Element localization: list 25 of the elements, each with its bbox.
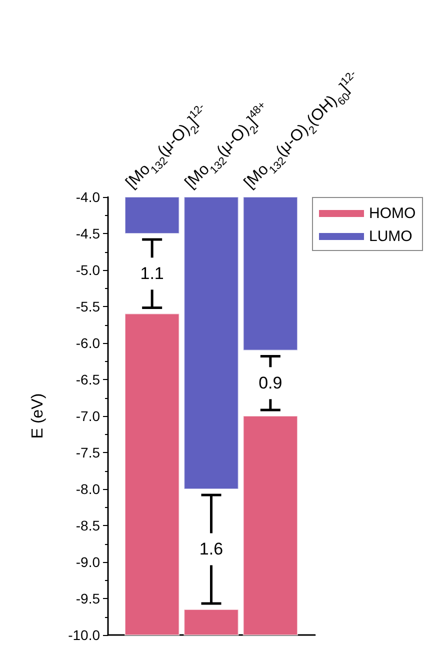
bar bbox=[184, 608, 239, 636]
y-tick-label: -10.0 bbox=[68, 627, 100, 643]
bar bbox=[242, 196, 298, 351]
bar bbox=[184, 196, 239, 490]
bar bbox=[124, 313, 180, 636]
legend-label: LUMO bbox=[369, 228, 412, 245]
bar bbox=[124, 196, 180, 234]
y-tick-label: -9.5 bbox=[76, 590, 100, 606]
y-axis-title: E (eV) bbox=[30, 393, 46, 439]
y-tick-label: -8.5 bbox=[76, 518, 100, 534]
y-tick-label: -4.0 bbox=[76, 189, 100, 205]
y-tick-label: -7.5 bbox=[76, 444, 100, 460]
y-tick-label: -5.0 bbox=[76, 262, 100, 278]
annotation: 0.9 bbox=[258, 374, 282, 393]
y-tick-label: -4.5 bbox=[76, 226, 100, 242]
y-tick-label: -8.0 bbox=[76, 481, 100, 497]
y-tick-label: -7.0 bbox=[76, 408, 100, 424]
y-tick-label: -9.0 bbox=[76, 554, 100, 570]
bar bbox=[242, 416, 298, 636]
legend-label: HOMO bbox=[369, 205, 416, 222]
y-tick-label: -6.5 bbox=[76, 372, 100, 388]
annotation: 1.1 bbox=[140, 264, 164, 284]
y-tick-label: -5.5 bbox=[76, 298, 100, 314]
annotation: 1.6 bbox=[199, 540, 224, 559]
y-tick-label: -6.0 bbox=[76, 335, 100, 351]
